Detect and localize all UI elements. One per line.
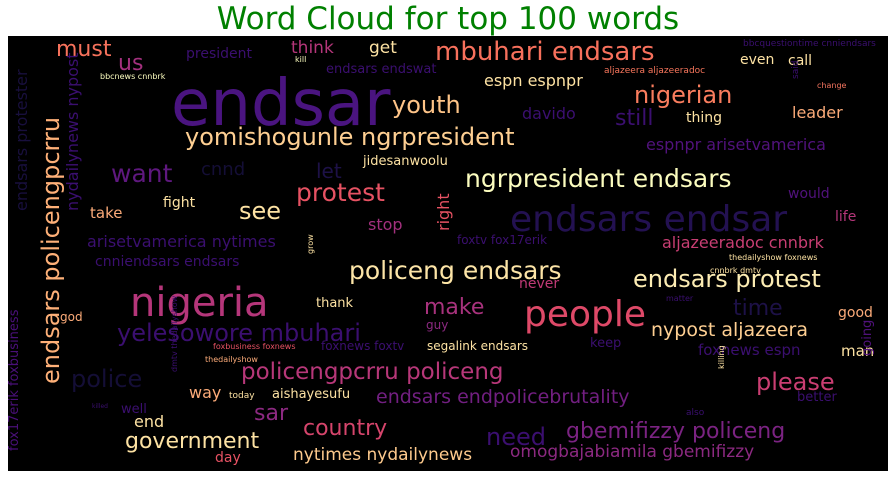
word-cloud-canvas: endsar endsars endsar mbuhari endsars niger… — [8, 36, 888, 471]
word-cloud-word: fox17erik foxbusiness — [8, 309, 22, 451]
word-cloud-word: guy — [426, 318, 449, 332]
word-cloud-word: endsars policengpcrru — [37, 116, 65, 384]
word-cloud-word: nydailynews nypost — [63, 52, 82, 211]
word-cloud-word: stop — [368, 215, 403, 234]
word-cloud-word: espnpr arisetvamerica — [646, 135, 826, 154]
word-cloud-word: get — [369, 38, 397, 58]
word-cloud-word: police — [71, 365, 143, 393]
word-cloud-word: endsar — [171, 67, 391, 141]
word-cloud-word: nigerian — [634, 81, 733, 109]
word-cloud-word: man — [841, 342, 875, 360]
word-cloud-word: davido — [522, 104, 576, 123]
word-cloud-word: killed — [92, 403, 108, 410]
word-cloud-word: foxnews espn — [698, 341, 801, 359]
word-cloud-word: yomishogunle ngrpresident — [185, 123, 515, 151]
word-cloud-word: would — [788, 186, 830, 202]
word-cloud-word: people — [524, 294, 647, 335]
word-cloud-word: president — [186, 46, 252, 62]
word-cloud-word: policengpcrru policeng — [241, 359, 504, 385]
word-cloud-word: aljazeeradoc cnnbrk — [662, 233, 824, 252]
word-cloud-word: yelesowore mbuhari — [117, 319, 361, 347]
word-cloud-word: make — [424, 295, 485, 320]
word-cloud-word: keep — [590, 336, 622, 351]
word-cloud-word: nigeria — [130, 280, 269, 326]
word-cloud-word: take — [90, 204, 123, 222]
word-cloud-word: right — [434, 193, 453, 231]
word-cloud-word: omogbajabiamila gbemifizzy — [510, 442, 755, 462]
chart-title: Word Cloud for top 100 words — [216, 1, 680, 37]
word-cloud-word: see — [239, 197, 282, 225]
word-cloud-word: well — [121, 402, 147, 417]
word-cloud-word: arisetvamerica nytimes — [87, 232, 276, 251]
word-cloud-word: jidesanwoolu — [363, 154, 448, 169]
word-cloud-word: us — [118, 51, 144, 76]
word-cloud-word: today — [229, 391, 255, 401]
word-cloud-word: protest — [296, 178, 385, 207]
word-cloud-word: policeng endsars — [349, 256, 562, 285]
word-cloud-word: fight — [163, 195, 196, 211]
word-cloud-word: god — [60, 310, 83, 324]
word-cloud-word: time — [733, 296, 783, 321]
word-cloud-word: thedailyshow foxnews — [729, 253, 818, 262]
word-cloud-word: even — [740, 52, 775, 68]
word-cloud-word: foxtv fox17erik — [457, 233, 548, 247]
word-cloud-word: matter — [666, 294, 694, 303]
word-cloud-word: dmtv thedailyshow — [170, 295, 179, 372]
word-cloud-word: think — [291, 38, 334, 58]
word-cloud-word: bbcquestiontime cnniendsars — [743, 39, 876, 49]
word-cloud-word: must — [56, 37, 112, 62]
word-cloud-word: end — [134, 412, 165, 431]
word-cloud-word: cnnd — [201, 159, 246, 180]
word-cloud-word: foxbusiness foxnews — [213, 342, 296, 351]
word-cloud-word: country — [303, 416, 388, 441]
word-cloud-word: change — [817, 81, 847, 90]
word-cloud-word: thedailyshow — [205, 355, 258, 364]
word-cloud-word: youth — [392, 91, 461, 119]
word-cloud-word: gbemifizzy policeng — [566, 419, 786, 444]
word-cloud-word: life — [835, 209, 857, 225]
word-cloud-word: better — [797, 390, 837, 405]
word-cloud-word: need — [486, 423, 546, 451]
word-cloud-word: also — [686, 408, 705, 418]
word-cloud-word: call — [788, 53, 813, 69]
word-cloud-word: government — [125, 429, 260, 454]
word-cloud-word: leader — [792, 103, 843, 122]
word-cloud-word: going — [860, 319, 875, 356]
word-cloud-word: thank — [316, 296, 354, 311]
word-cloud-word: nypost aljazeera — [651, 319, 809, 341]
word-cloud-word: bbcnews cnnbrk — [100, 72, 166, 81]
word-cloud-word: aishayesufu — [272, 387, 351, 402]
word-cloud-word: endsars endsar — [510, 199, 788, 240]
word-cloud-word: said — [791, 60, 801, 79]
word-cloud-word: please — [756, 368, 835, 396]
word-cloud-word: endsars endpolicebrutality — [376, 386, 630, 408]
word-cloud-word: endsars endswat — [326, 62, 437, 77]
word-cloud-word: never — [519, 276, 560, 292]
word-cloud-word: cnniendsars endsars — [95, 254, 240, 270]
word-cloud-word: way — [189, 383, 222, 402]
word-cloud-word: segalink endsars — [427, 339, 529, 353]
word-cloud-word: endsars protest — [633, 265, 821, 293]
word-cloud-word: aljazeera aljazeeradoc — [604, 66, 706, 76]
word-cloud-word: mbuhari endsars — [435, 37, 655, 67]
word-cloud-word: espn espnpr — [484, 71, 583, 90]
word-cloud-word: day — [215, 450, 241, 466]
word-cloud-word: kill — [295, 55, 307, 64]
word-cloud-word: foxnews foxtv — [321, 339, 405, 353]
word-cloud-word: nytimes nydailynews — [293, 445, 473, 465]
word-cloud-word: ngrpresident endsars — [465, 164, 732, 193]
word-cloud-word: sar — [254, 401, 288, 426]
word-cloud-word: good — [838, 305, 873, 321]
word-cloud-word: thing — [686, 110, 723, 126]
word-cloud-word: cnnbrk dmtv — [710, 266, 761, 275]
word-cloud-word: grow — [306, 234, 315, 254]
word-cloud-word: want — [111, 159, 173, 188]
word-cloud-word: endsars protester — [12, 69, 31, 211]
word-cloud-word: killing — [717, 345, 726, 369]
word-cloud-word: let — [316, 159, 342, 183]
word-cloud-word: still — [615, 106, 654, 131]
